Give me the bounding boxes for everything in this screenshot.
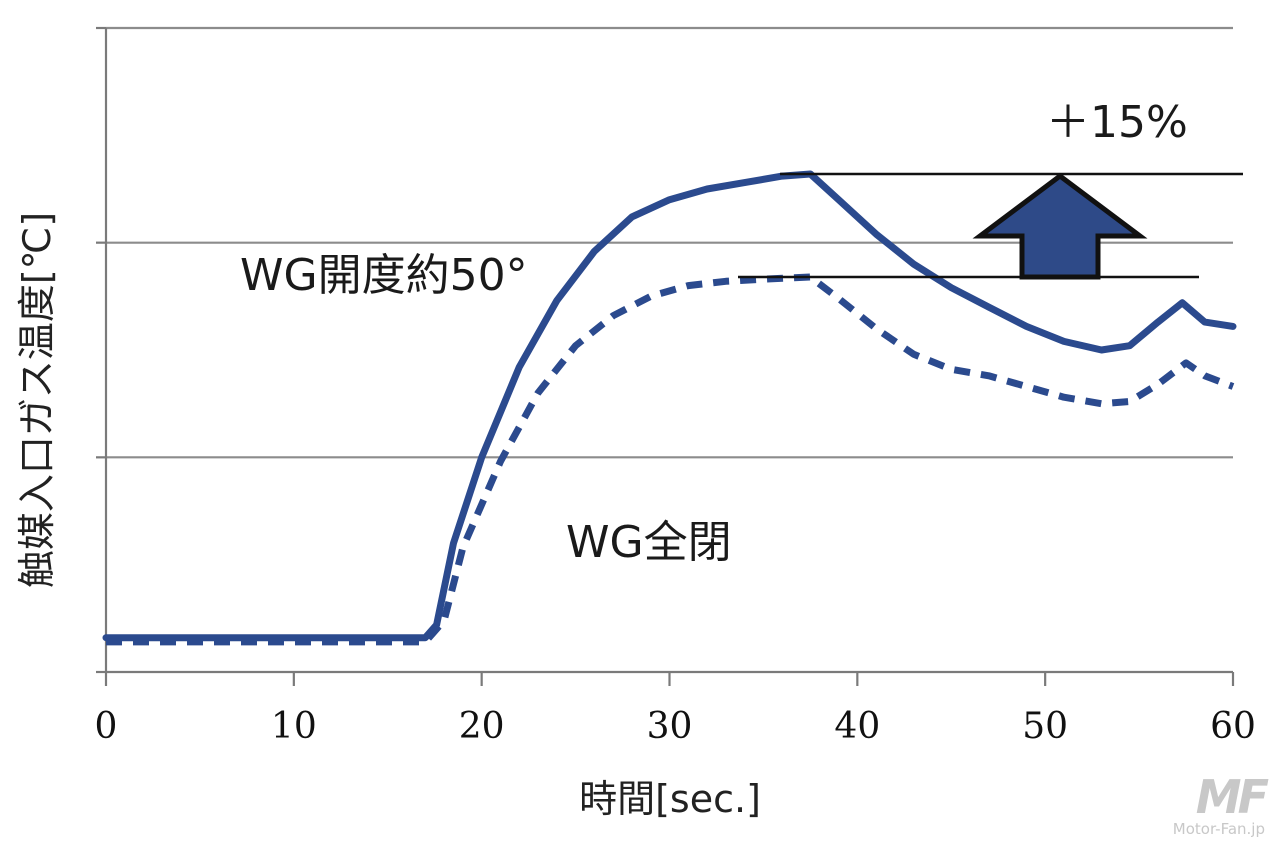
x-tick-label: 40	[834, 706, 880, 747]
annotation-dashed-series: WG全閉	[566, 517, 732, 568]
watermark: MF Motor-Fan.jp	[1172, 770, 1269, 838]
annotation-solid-series: WG開度約50°	[240, 250, 528, 301]
y-axis-label: 触媒入口ガス温度[℃]	[15, 212, 59, 588]
x-tick-label: 20	[459, 706, 505, 747]
x-axis-label: 時間[sec.]	[579, 777, 761, 821]
x-tick-labels: 0 10 20 30 40 50 60	[95, 706, 1256, 747]
x-tick-label: 10	[271, 706, 317, 747]
increase-arrow	[972, 172, 1148, 280]
x-tick-label: 60	[1210, 706, 1256, 747]
axes	[96, 26, 1235, 686]
watermark-logo: MF	[1195, 770, 1269, 824]
x-tick-label: 50	[1022, 706, 1068, 747]
annotation-increase: ＋15%	[1046, 97, 1188, 148]
reference-lines	[738, 172, 1243, 279]
series-line-dashed	[106, 273, 1235, 646]
x-tick-label: 30	[647, 706, 693, 747]
x-tick-label: 0	[95, 706, 118, 747]
increase-arrow-shape	[972, 172, 1148, 280]
watermark-site: Motor-Fan.jp	[1172, 820, 1265, 838]
